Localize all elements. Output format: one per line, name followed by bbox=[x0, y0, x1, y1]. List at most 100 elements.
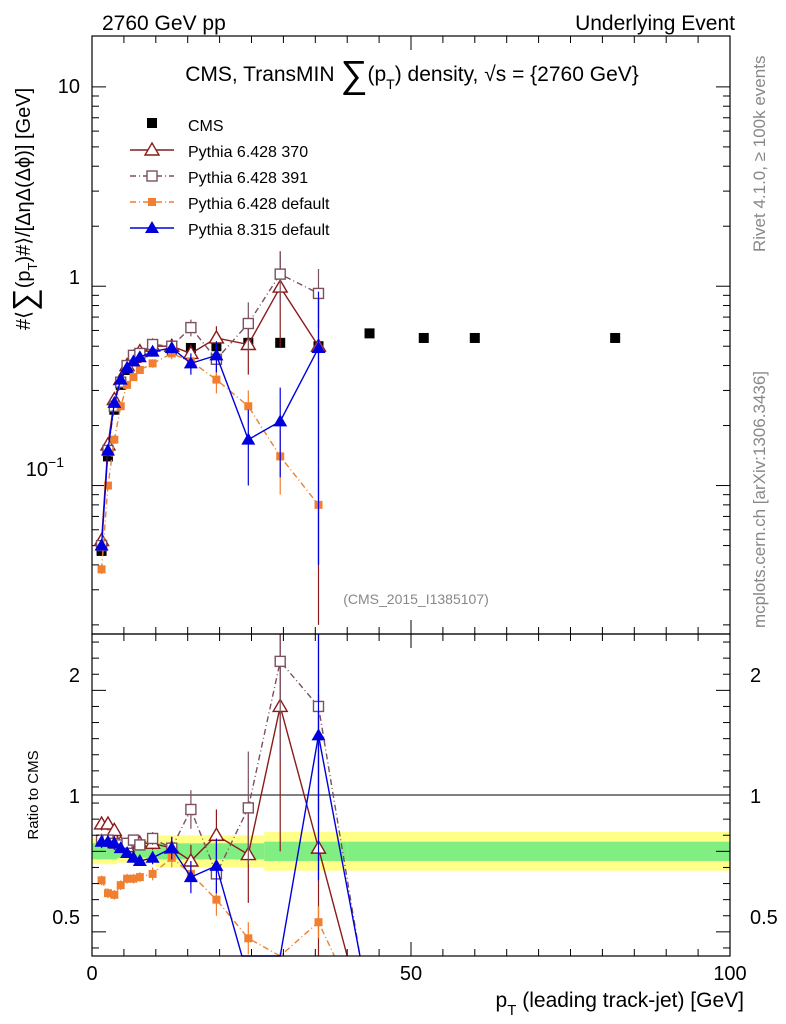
xtick-label-0: 0 bbox=[86, 963, 97, 985]
legend-label-p6-370: Pythia 6.428 370 bbox=[188, 144, 308, 161]
main-axis-ticks bbox=[91, 36, 731, 634]
ratio-y-label: Ratio to CMS bbox=[25, 750, 42, 839]
x-axis-label: pT (leading track-jet) [GeV] bbox=[496, 989, 744, 1019]
data-point bbox=[185, 321, 197, 334]
ylabel-sub: T bbox=[25, 262, 40, 270]
data-point bbox=[469, 332, 480, 343]
ratio-ytick-1-right: 1 bbox=[750, 786, 761, 808]
title-suffix: ) density, √s = {2760 GeV} bbox=[395, 63, 639, 86]
ratio-point bbox=[145, 850, 160, 863]
ratio-point bbox=[212, 895, 221, 904]
uncertainty-band-inner bbox=[264, 841, 348, 862]
ratio-point bbox=[311, 728, 326, 741]
data-point bbox=[129, 373, 138, 382]
ytick-label-10: 10 bbox=[58, 76, 80, 98]
ratio-point bbox=[183, 870, 198, 883]
series-pythia-8-315-default bbox=[94, 291, 326, 565]
title-paren: (p bbox=[367, 63, 386, 86]
data-point bbox=[94, 538, 109, 551]
legend-label-p6-391: Pythia 6.428 391 bbox=[188, 170, 308, 187]
main-series bbox=[93, 251, 621, 625]
chart-title: CMS, TransMIN ∑(pT) density, √s = {2760 … bbox=[185, 54, 639, 96]
ratio-point bbox=[146, 832, 159, 845]
ytick-base: 10 bbox=[26, 459, 48, 481]
ratio-ytick-2-right: 2 bbox=[750, 665, 761, 687]
data-point bbox=[145, 344, 160, 357]
legend-entry-p6-default: Pythia 6.428 default bbox=[130, 196, 330, 213]
ratio-point bbox=[99, 815, 117, 830]
ratio-ytick-1-left: 1 bbox=[69, 786, 80, 808]
data-point bbox=[113, 372, 128, 385]
y-axis-label: #⟨∑(pT)#⟩/[ΔηΔ(Δϕ)] [GeV] bbox=[6, 88, 42, 330]
ylabel-suffix: )#⟩/[ΔηΔ(Δϕ)] [GeV] bbox=[13, 88, 35, 263]
ratio-point bbox=[120, 845, 135, 858]
series-pythia-6-428-370 bbox=[93, 251, 327, 625]
legend-entry-p6-370: Pythia 6.428 370 bbox=[130, 141, 308, 161]
legend-label-p8-default: Pythia 8.315 default bbox=[188, 222, 330, 239]
legend-marker-cms bbox=[147, 118, 157, 128]
data-point bbox=[132, 350, 147, 363]
series-cms bbox=[96, 328, 621, 556]
ratio-point bbox=[110, 890, 119, 899]
ratio-axis-ticks bbox=[91, 634, 731, 956]
series-line-pythia-6-428-default bbox=[100, 352, 320, 570]
ratio-point bbox=[103, 889, 112, 898]
title-prefix: CMS, TransMIN bbox=[185, 63, 340, 86]
ylabel-sum: ∑ bbox=[6, 288, 42, 311]
ratio-point bbox=[116, 881, 125, 890]
data-point bbox=[110, 435, 119, 444]
ratio-point bbox=[164, 841, 179, 854]
ratio-bands bbox=[92, 832, 730, 871]
ratio-point bbox=[129, 874, 138, 883]
ratio-ytick-2-left: 2 bbox=[69, 665, 80, 687]
ylabel-paren: (p bbox=[13, 270, 35, 288]
ratio-point bbox=[244, 934, 253, 943]
ratio-point bbox=[132, 854, 147, 867]
data-point bbox=[183, 356, 198, 369]
data-point bbox=[148, 359, 157, 368]
data-point bbox=[212, 375, 221, 384]
data-point bbox=[244, 402, 253, 411]
ratio-point bbox=[208, 826, 225, 841]
data-point bbox=[126, 354, 141, 367]
ratio-point bbox=[134, 839, 146, 851]
ratio-point bbox=[135, 873, 144, 882]
ratio-ytick-0p5-left: 0.5 bbox=[52, 907, 80, 929]
rivet-label: Rivet 4.1.0, ≥ 100k events bbox=[750, 56, 769, 252]
legend-label-cms: CMS bbox=[188, 118, 224, 135]
ratio-point bbox=[107, 836, 122, 849]
analysis-label: Underlying Event bbox=[575, 12, 735, 35]
series-pythia-6-428-391 bbox=[95, 251, 325, 552]
ratio-point bbox=[148, 869, 157, 878]
legend-marker-p8-default bbox=[145, 221, 159, 233]
analysis-watermark: (CMS_2015_I1385107) bbox=[343, 591, 489, 607]
data-point bbox=[273, 414, 288, 427]
ratio-point bbox=[106, 822, 123, 837]
data-point bbox=[364, 328, 375, 339]
uncertainty-band-inner bbox=[347, 841, 730, 862]
ytick-label-1: 1 bbox=[69, 267, 80, 289]
energy-label: 2760 GeV pp bbox=[102, 12, 226, 35]
xlabel-sub: T bbox=[507, 1002, 516, 1019]
title-sum: ∑ bbox=[340, 54, 367, 96]
xtick-label-100: 100 bbox=[713, 963, 746, 985]
data-point bbox=[274, 268, 286, 280]
data-point bbox=[209, 348, 224, 361]
legend-entry-p8-default: Pythia 8.315 default bbox=[130, 221, 330, 239]
main-panel: CMS, TransMIN ∑(pT) density, √s = {2760 … bbox=[6, 35, 731, 635]
data-point bbox=[107, 395, 122, 408]
xlabel-prefix: p bbox=[496, 989, 508, 1012]
data-point bbox=[100, 443, 115, 456]
data-point bbox=[135, 365, 144, 374]
data-point bbox=[208, 329, 225, 344]
ytick-exp: −1 bbox=[48, 454, 64, 470]
data-point bbox=[610, 332, 621, 343]
legend-entry-cms: CMS bbox=[147, 118, 224, 135]
ratio-ytick-0p5-right: 0.5 bbox=[750, 907, 778, 929]
title-sub: T bbox=[386, 76, 395, 92]
ratio-point bbox=[113, 841, 128, 854]
legend: CMS Pythia 6.428 370 Pythia 6.428 391 Py… bbox=[130, 118, 330, 239]
legend-marker-p6-391 bbox=[146, 170, 158, 182]
data-point bbox=[120, 360, 135, 373]
series-line-pythia-6-428-370 bbox=[100, 285, 320, 541]
